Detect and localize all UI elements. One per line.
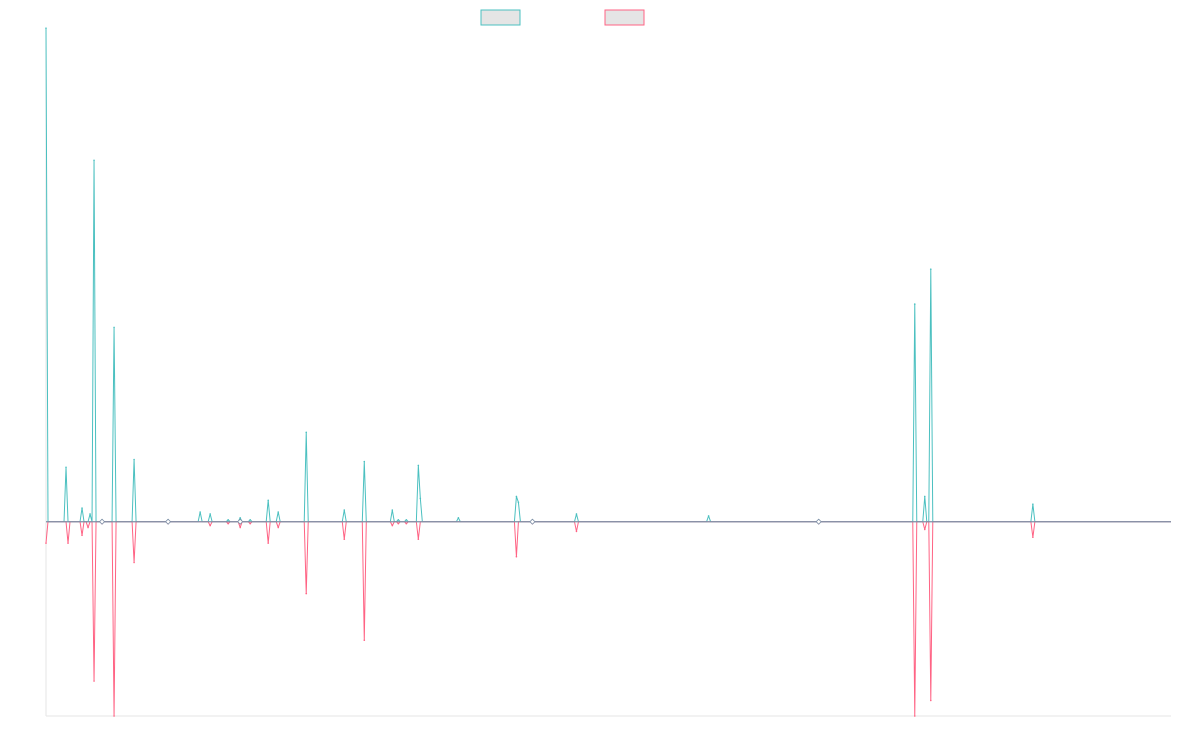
series-b-line: [45, 521, 1171, 717]
series-a-point[interactable]: [267, 499, 270, 502]
series-a-point[interactable]: [45, 27, 47, 30]
series-a-point[interactable]: [363, 460, 366, 463]
baseline-marker: [98, 518, 106, 525]
series-b-point[interactable]: [1032, 536, 1034, 539]
series-b-point[interactable]: [227, 522, 229, 525]
series-a-point[interactable]: [113, 326, 115, 329]
baseline-marker: [237, 518, 244, 525]
series-a-point[interactable]: [397, 518, 400, 521]
series-b-point[interactable]: [93, 680, 95, 682]
baseline-marker: [815, 518, 822, 525]
series-b-point[interactable]: [113, 715, 115, 717]
legend-swatch-series-b[interactable]: [604, 9, 645, 26]
series-a-point[interactable]: [239, 517, 241, 519]
series-a-point[interactable]: [209, 513, 211, 515]
series-a-point[interactable]: [81, 507, 83, 509]
series-a-point[interactable]: [199, 511, 201, 513]
series-a-point[interactable]: [305, 431, 308, 434]
series-a-point[interactable]: [517, 501, 520, 504]
series-a-line: [45, 28, 1171, 523]
legend: [480, 9, 645, 26]
series-a-point[interactable]: [93, 159, 95, 162]
series-b-point[interactable]: [45, 542, 47, 544]
series-b-point[interactable]: [81, 534, 83, 537]
series-a-point[interactable]: [405, 518, 408, 521]
series-b-point[interactable]: [87, 526, 89, 529]
series-b-point[interactable]: [929, 699, 932, 702]
axes: [45, 36, 1171, 717]
series-a-point[interactable]: [929, 268, 932, 270]
series-a-point[interactable]: [515, 495, 518, 498]
series-a-point[interactable]: [65, 466, 67, 469]
series-b-point[interactable]: [305, 592, 308, 595]
series-b-point[interactable]: [239, 526, 241, 529]
series-b-point[interactable]: [363, 639, 366, 642]
legend-swatch-series-a[interactable]: [480, 9, 521, 26]
series-b-point[interactable]: [67, 542, 69, 544]
series-b-point[interactable]: [209, 524, 211, 527]
series-a-point[interactable]: [457, 517, 460, 519]
series-a-point[interactable]: [227, 518, 229, 521]
series-b-point[interactable]: [417, 538, 420, 540]
series-b-point[interactable]: [405, 522, 408, 525]
series-a-point[interactable]: [391, 509, 394, 511]
series-b-point[interactable]: [913, 715, 916, 717]
series-b-point[interactable]: [575, 530, 578, 533]
series-b-point[interactable]: [397, 522, 400, 525]
series-b-point[interactable]: [277, 526, 280, 529]
series-a-point[interactable]: [89, 513, 91, 515]
series-b-point[interactable]: [249, 522, 251, 525]
baseline-marker: [529, 518, 536, 525]
series-a-point[interactable]: [249, 518, 251, 521]
series-b-point[interactable]: [923, 528, 926, 531]
baseline-marker: [165, 518, 172, 525]
series-a-point[interactable]: [1032, 503, 1034, 506]
series-b-point[interactable]: [515, 555, 518, 558]
series-a-point[interactable]: [277, 511, 280, 513]
series-a-point[interactable]: [923, 495, 926, 498]
series-a-point[interactable]: [707, 515, 710, 517]
series-a-point[interactable]: [133, 458, 135, 461]
series-a-point[interactable]: [419, 497, 422, 500]
series-a-point[interactable]: [575, 513, 578, 515]
series-a-point[interactable]: [913, 303, 916, 305]
series-a-point[interactable]: [343, 509, 346, 511]
series-b-point[interactable]: [133, 561, 135, 564]
series-b-point[interactable]: [343, 538, 346, 540]
plot-area: [45, 27, 1171, 717]
series-b-point[interactable]: [267, 542, 270, 544]
series-b-point[interactable]: [391, 524, 394, 527]
series-a-point[interactable]: [417, 464, 420, 467]
